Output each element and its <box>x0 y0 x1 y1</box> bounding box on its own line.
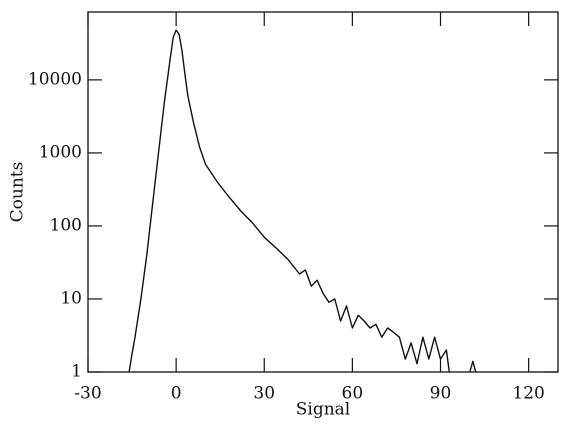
x-tick-label: -30 <box>74 384 101 404</box>
plot-frame <box>87 11 559 373</box>
data-line <box>128 29 477 373</box>
y-tick-label: 100 <box>50 215 82 235</box>
x-tick-label: 0 <box>171 384 182 404</box>
y-axis-label: Counts <box>8 162 28 223</box>
x-tick-label: 120 <box>512 384 544 404</box>
x-tick-label: 90 <box>430 384 452 404</box>
y-tick-label: 1000 <box>39 142 82 162</box>
x-axis-label: Signal <box>296 400 351 420</box>
y-tick-label: 1 <box>71 362 82 382</box>
x-tick-label: 60 <box>342 384 364 404</box>
y-tick-label: 10 <box>60 288 82 308</box>
y-tick-label: 10000 <box>28 69 82 89</box>
x-tick-label: 30 <box>253 384 275 404</box>
